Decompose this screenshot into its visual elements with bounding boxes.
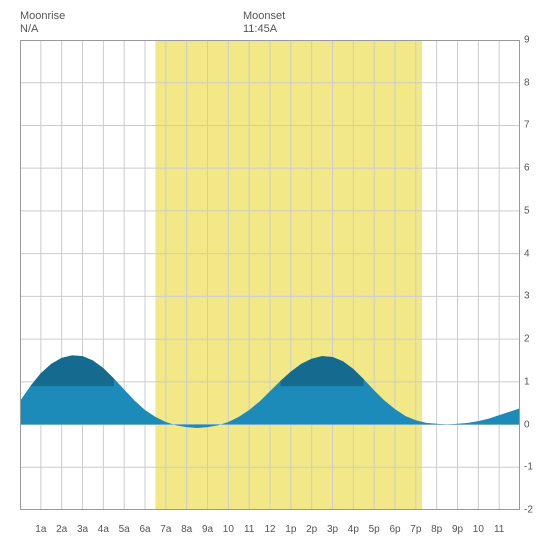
y-tick-label: 7 <box>524 120 530 131</box>
y-tick-label: -1 <box>524 462 533 473</box>
x-axis: 1a 2a 3a 4a 5a 6a 7a 8a 9a 10 11 12 1p 2p 3p 4p 5p 6p 7p 8p… <box>20 520 520 540</box>
tide-chart-container: Moonrise N/A Moonset 11:45A -2-101234567… <box>10 10 540 540</box>
y-tick-label: 2 <box>524 334 530 345</box>
y-tick-label: 3 <box>524 291 530 302</box>
x-tick-label: 9p <box>452 524 463 535</box>
moonrise-block: Moonrise N/A <box>20 10 65 36</box>
x-tick-label: 4a <box>98 524 109 535</box>
x-tick-label: 1p <box>285 524 296 535</box>
x-tick-label: 7p <box>410 524 421 535</box>
moonrise-label: Moonrise <box>20 10 65 23</box>
x-tick-label: 12 <box>264 524 275 535</box>
y-axis: -2-10123456789 <box>522 40 540 510</box>
x-tick-label: 2a <box>56 524 67 535</box>
moonset-value: 11:45A <box>243 23 285 36</box>
x-tick-label: 5p <box>369 524 380 535</box>
x-tick-label: 5a <box>119 524 130 535</box>
x-tick-label: 3p <box>327 524 338 535</box>
y-tick-label: 8 <box>524 77 530 88</box>
y-tick-label: 6 <box>524 163 530 174</box>
header-labels: Moonrise N/A Moonset 11:45A <box>10 10 540 40</box>
x-tick-label: 8p <box>431 524 442 535</box>
x-tick-label: 6p <box>389 524 400 535</box>
x-tick-label: 11 <box>494 524 504 535</box>
y-tick-label: -2 <box>524 505 533 516</box>
x-tick-label: 7a <box>160 524 171 535</box>
moonset-block: Moonset 11:45A <box>243 10 285 36</box>
x-tick-label: 9a <box>202 524 213 535</box>
x-tick-label: 3a <box>77 524 88 535</box>
x-tick-label: 6a <box>139 524 150 535</box>
x-tick-label: 1a <box>35 524 46 535</box>
y-tick-label: 1 <box>524 376 530 387</box>
x-tick-label: 8a <box>181 524 192 535</box>
y-tick-label: 0 <box>524 419 530 430</box>
y-tick-label: 4 <box>524 248 530 259</box>
tide-chart-svg <box>20 40 520 510</box>
x-tick-label: 10 <box>223 524 234 535</box>
x-tick-label: 4p <box>348 524 359 535</box>
x-tick-label: 11 <box>244 524 254 535</box>
moonset-label: Moonset <box>243 10 285 23</box>
y-tick-label: 5 <box>524 205 530 216</box>
x-tick-label: 2p <box>306 524 317 535</box>
x-tick-label: 10 <box>473 524 484 535</box>
moonrise-value: N/A <box>20 23 65 36</box>
